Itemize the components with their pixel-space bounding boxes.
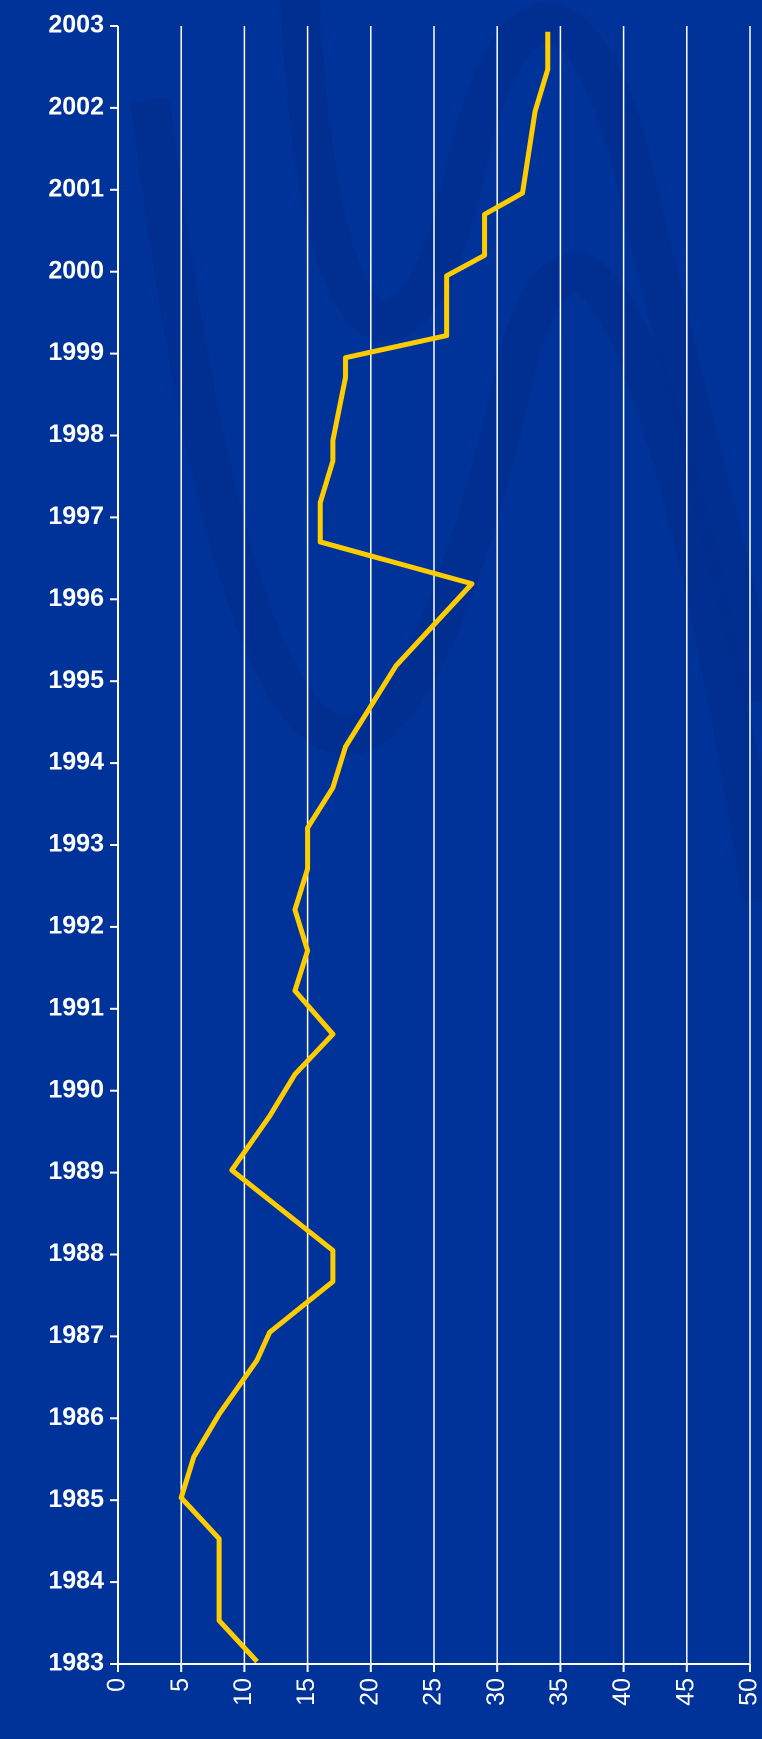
y-tick-label: 2001 [48, 174, 104, 202]
y-tick-label: 1996 [48, 584, 104, 612]
y-tick-label: 2000 [48, 256, 104, 284]
x-tick-label: 45 [671, 1678, 699, 1706]
x-tick-label: 50 [735, 1678, 762, 1706]
y-tick-label: 1983 [48, 1649, 104, 1677]
y-tick-label: 1985 [48, 1485, 104, 1513]
y-tick-label: 1991 [48, 993, 104, 1021]
y-tick-label: 1994 [48, 748, 104, 776]
x-tick-label: 15 [292, 1678, 320, 1706]
y-tick-label: 1987 [48, 1321, 104, 1349]
data-line [178, 31, 551, 1664]
y-tick-label: 1998 [48, 420, 104, 448]
y-tick-label: 1993 [48, 830, 104, 858]
x-tick-label: 5 [166, 1678, 194, 1692]
y-tick-label: 1989 [48, 1157, 104, 1185]
y-tick-label: 1986 [48, 1403, 104, 1431]
x-tick-label: 20 [355, 1678, 383, 1706]
x-tick-label: 40 [608, 1678, 636, 1706]
y-tick-label: 2002 [48, 93, 104, 121]
decoration [280, 0, 762, 705]
y-tick-label: 1984 [48, 1567, 104, 1595]
decoration [130, 97, 762, 904]
x-tick-label: 30 [482, 1678, 510, 1706]
y-tick-label: 1990 [48, 1075, 104, 1103]
y-tick-label: 1997 [48, 502, 104, 530]
x-tick-label: 25 [419, 1678, 447, 1706]
y-tick-label: 1995 [48, 666, 104, 694]
y-tick-label: 2003 [48, 11, 104, 39]
x-tick-label: 35 [545, 1678, 573, 1706]
x-tick-label: 0 [103, 1678, 131, 1692]
y-tick-label: 1988 [48, 1239, 104, 1267]
x-tick-label: 10 [229, 1678, 257, 1706]
y-tick-label: 1999 [48, 338, 104, 366]
y-tick-label: 1992 [48, 912, 104, 940]
